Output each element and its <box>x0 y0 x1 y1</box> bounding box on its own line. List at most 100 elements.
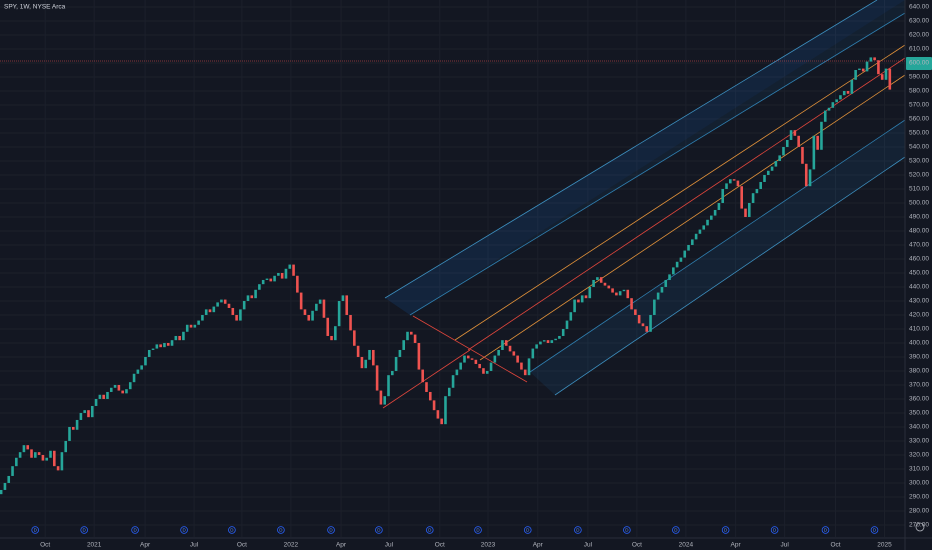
candle-body <box>710 215 713 220</box>
dividend-marker <box>474 526 482 534</box>
candle-body <box>869 57 873 62</box>
candle-body <box>744 208 747 217</box>
candle-body <box>413 334 417 343</box>
x-tick-label: 2025 <box>877 542 892 549</box>
dividend-label: D <box>230 528 234 533</box>
candle-body <box>778 155 781 161</box>
candle-body <box>474 359 478 364</box>
candle-body <box>797 135 800 147</box>
y-tick-label: 360.00 <box>909 396 929 403</box>
settings-icon[interactable] <box>915 522 925 532</box>
grid-layer <box>0 0 905 537</box>
candle-body <box>334 326 337 341</box>
y-tick-label: 350.00 <box>909 410 929 417</box>
dividend-marker <box>574 526 582 534</box>
candle-body <box>299 292 303 310</box>
candle-body <box>3 482 7 490</box>
dividend-label: D <box>526 528 530 533</box>
candle-body <box>87 410 90 418</box>
candle-body <box>75 419 79 430</box>
candle-body <box>349 314 352 331</box>
y-tick-label: 610.00 <box>909 46 929 53</box>
candle-body <box>835 99 838 103</box>
pitchfork-drawing <box>382 0 906 409</box>
candle-body <box>493 355 497 363</box>
candle-body <box>569 312 573 321</box>
y-tick-label: 450.00 <box>909 270 929 277</box>
candle-body <box>258 284 261 290</box>
x-tick-label: Apr <box>533 542 544 549</box>
y-tick-label: 390.00 <box>909 354 929 361</box>
candle-body <box>615 292 618 296</box>
candle-body <box>542 340 546 342</box>
candle-body <box>45 457 49 461</box>
candle-body <box>789 130 793 140</box>
dividend-marker <box>523 526 532 534</box>
candle-body <box>721 188 725 203</box>
candle-body <box>626 289 630 299</box>
candle-body <box>531 348 535 359</box>
candle-body <box>736 180 740 187</box>
candle-body <box>406 331 409 341</box>
candle-body <box>94 398 98 406</box>
candle-body <box>250 295 254 299</box>
candle-body <box>330 335 333 341</box>
candle-body <box>637 314 641 324</box>
candle-body <box>71 426 75 430</box>
candle-body <box>554 338 557 341</box>
candle-body <box>53 450 56 467</box>
x-tick-label: Apr <box>140 542 151 549</box>
candle-body <box>812 135 816 170</box>
candle-body <box>387 375 390 397</box>
y-tick-label: 570.00 <box>909 102 929 109</box>
candle-body <box>254 289 257 299</box>
y-tick-label: 430.00 <box>909 298 929 305</box>
candle-body <box>341 295 345 301</box>
candle-body <box>839 95 842 100</box>
candle-body <box>220 299 223 303</box>
candle-body <box>732 179 736 181</box>
candle-body <box>842 90 846 96</box>
candle-body <box>18 452 22 458</box>
candle-body <box>125 389 128 394</box>
y-tick-label: 560.00 <box>909 116 929 123</box>
candle-body <box>140 365 143 370</box>
channel-fill <box>385 0 905 315</box>
x-tick-label: Oct <box>632 542 642 549</box>
candle-body <box>459 362 462 370</box>
candle-body <box>656 292 660 300</box>
candle-body <box>451 375 455 388</box>
candle-body <box>478 363 481 369</box>
candle-body <box>368 349 371 360</box>
candle-body <box>409 331 413 335</box>
candle-body <box>402 340 405 350</box>
candle-body <box>816 135 819 150</box>
candle-body <box>516 355 519 363</box>
x-tick-label: Oct <box>830 542 840 549</box>
y-tick-label: 520.00 <box>909 172 929 179</box>
y-tick-label: 470.00 <box>909 242 929 249</box>
candle-body <box>417 342 421 370</box>
y-tick-label: 480.00 <box>909 228 929 235</box>
y-tick-label: 550.00 <box>909 130 929 137</box>
candle-body <box>550 340 554 343</box>
candle-body <box>725 183 728 189</box>
candle-body <box>109 387 113 392</box>
candle-body <box>470 358 474 360</box>
candle-body <box>7 475 11 483</box>
candle-body <box>508 345 512 352</box>
candle-body <box>189 324 193 328</box>
candle-body <box>394 356 398 371</box>
candle-body <box>755 188 759 194</box>
candle-body <box>296 275 299 293</box>
x-tick-label: Jul <box>780 542 789 549</box>
candle-body <box>117 384 121 391</box>
candle-body <box>599 277 603 283</box>
dividend-label: D <box>377 528 381 533</box>
y-tick-label: 510.00 <box>909 186 929 193</box>
candle-body <box>785 139 789 147</box>
candle-body <box>22 445 26 453</box>
y-tick-label: 500.00 <box>909 200 929 207</box>
candle-body <box>0 489 3 495</box>
